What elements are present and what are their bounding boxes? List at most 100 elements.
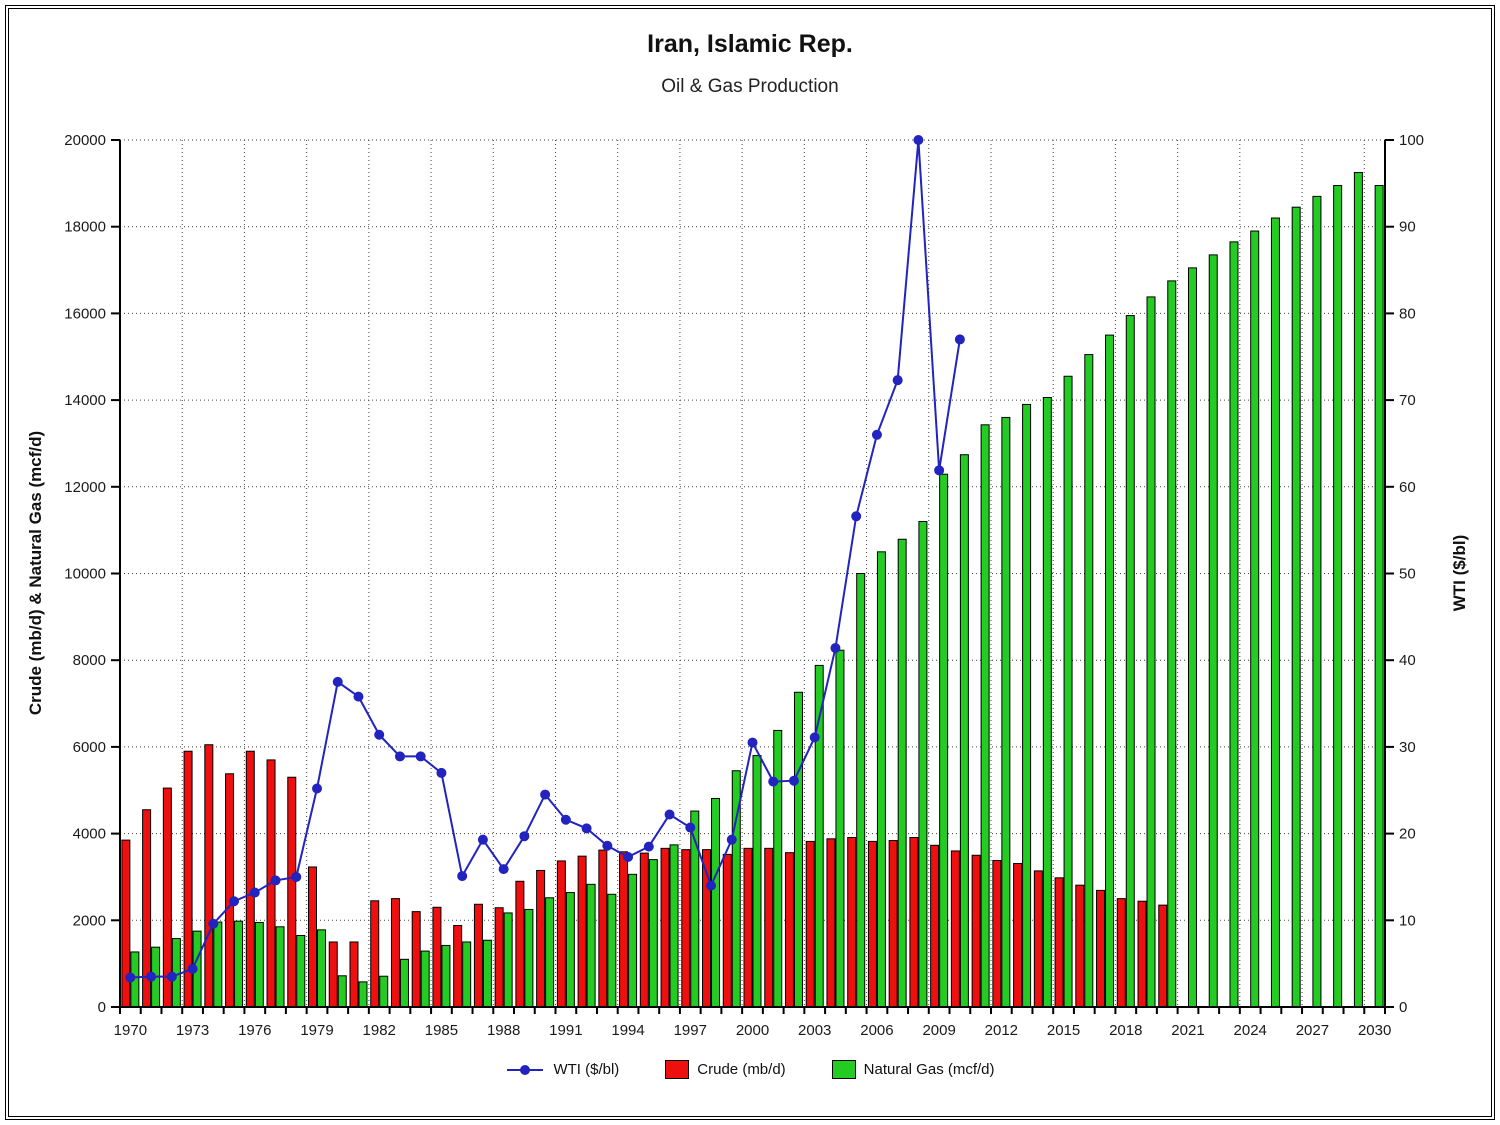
- x-tick-label: 1982: [363, 1022, 396, 1039]
- left-tick-label: 18000: [64, 219, 106, 236]
- wti-point: [457, 871, 468, 882]
- x-tick-label: 1979: [300, 1022, 333, 1039]
- gas-bar: [545, 897, 555, 1008]
- gas-bar: [648, 859, 658, 1008]
- wti-point: [623, 852, 634, 863]
- wti-point: [312, 783, 323, 794]
- gas-bar: [773, 729, 783, 1008]
- gas-bar: [959, 454, 969, 1008]
- left-tick-label: 12000: [64, 479, 106, 496]
- left-tick-label: 8000: [73, 652, 106, 669]
- crude-bar: [764, 847, 774, 1008]
- x-tick-label: 2015: [1047, 1022, 1080, 1039]
- crude-bar: [432, 906, 442, 1008]
- crude-swatch-icon: [665, 1060, 690, 1079]
- crude-bar: [1096, 889, 1106, 1008]
- crude-bar: [847, 837, 857, 1008]
- x-tick-label: 1970: [114, 1022, 147, 1039]
- legend-label-gas: Natural Gas (mcf/d): [863, 1061, 995, 1078]
- gas-bar: [524, 908, 534, 1008]
- gas-bar: [462, 941, 472, 1008]
- gas-bar: [1001, 416, 1011, 1008]
- gas-bar: [1063, 375, 1073, 1008]
- crude-bar: [1013, 863, 1023, 1008]
- gas-bar: [1229, 241, 1239, 1008]
- crude-bar: [971, 854, 981, 1008]
- wti-point: [643, 841, 654, 852]
- x-tick-label: 2027: [1296, 1022, 1329, 1039]
- wti-point: [706, 880, 717, 891]
- wti-point: [415, 751, 426, 762]
- right-tick-label: 70: [1399, 392, 1416, 409]
- left-tick-label: 0: [98, 999, 106, 1016]
- crude-bar: [826, 838, 836, 1008]
- left-tick-label: 14000: [64, 392, 106, 409]
- gas-bar: [1291, 206, 1301, 1008]
- x-tick-label: 2021: [1171, 1022, 1204, 1039]
- legend-item-crude: Crude (mb/d): [665, 1060, 786, 1079]
- crude-bar: [950, 850, 960, 1008]
- crude-bar: [805, 840, 815, 1008]
- x-tick-label: 1991: [549, 1022, 582, 1039]
- gas-bar: [835, 649, 845, 1008]
- wti-point: [726, 834, 737, 845]
- x-tick-label: 2024: [1234, 1022, 1267, 1039]
- gas-bar: [1187, 267, 1197, 1008]
- gas-bar: [420, 950, 430, 1008]
- chart-subtitle: Oil & Gas Production: [661, 76, 839, 97]
- wti-point: [747, 737, 758, 748]
- legend-item-wti: WTI ($/bl): [505, 1061, 619, 1078]
- gas-bar: [213, 921, 223, 1008]
- crude-bar: [225, 773, 235, 1008]
- wti-point: [602, 840, 613, 851]
- wti-point: [540, 789, 551, 800]
- right-tick-label: 30: [1399, 739, 1416, 756]
- gas-bar: [1374, 185, 1384, 1008]
- right-tick-label: 0: [1399, 999, 1407, 1016]
- crude-bar: [494, 907, 504, 1008]
- gas-bar: [711, 797, 721, 1008]
- gas-bar: [1353, 172, 1363, 1008]
- crude-bar: [245, 750, 255, 1008]
- gas-bar: [1022, 403, 1032, 1008]
- crude-bar: [328, 941, 338, 1008]
- gas-bar: [1042, 396, 1052, 1008]
- wti-point: [208, 918, 219, 929]
- gas-bar: [275, 926, 285, 1008]
- legend-item-gas: Natural Gas (mcf/d): [831, 1060, 995, 1079]
- crude-bar: [1054, 877, 1064, 1008]
- wti-point: [788, 775, 799, 786]
- gas-bar: [793, 691, 803, 1008]
- x-tick-label: 2000: [736, 1022, 769, 1039]
- crude-bar: [556, 860, 566, 1008]
- crude-bar: [681, 849, 691, 1008]
- crude-bar: [204, 744, 214, 1008]
- right-tick-label: 10: [1399, 912, 1416, 929]
- wti-point: [581, 823, 592, 834]
- wti-point: [394, 751, 405, 762]
- gas-bar: [980, 424, 990, 1008]
- crude-bar: [473, 903, 483, 1008]
- crude-bar: [619, 851, 629, 1008]
- gas-bar: [1167, 280, 1177, 1008]
- gas-bar: [1105, 334, 1115, 1008]
- crude-bar: [1137, 900, 1147, 1008]
- gas-bar: [876, 551, 886, 1008]
- crude-bar: [888, 840, 898, 1008]
- wti-point: [519, 831, 530, 842]
- wti-point: [954, 334, 965, 345]
- wti-point: [768, 776, 779, 787]
- x-tick-label: 1973: [176, 1022, 209, 1039]
- gas-bar: [254, 921, 264, 1008]
- wti-point: [249, 887, 260, 898]
- crude-bar: [598, 849, 608, 1008]
- left-tick-label: 16000: [64, 305, 106, 322]
- crude-bar: [349, 941, 359, 1008]
- x-tick-label: 2006: [860, 1022, 893, 1039]
- crude-bar: [743, 847, 753, 1008]
- gas-bar: [296, 934, 306, 1008]
- gas-bar: [669, 844, 679, 1008]
- left-tick-label: 6000: [73, 739, 106, 756]
- crude-bar: [867, 840, 877, 1008]
